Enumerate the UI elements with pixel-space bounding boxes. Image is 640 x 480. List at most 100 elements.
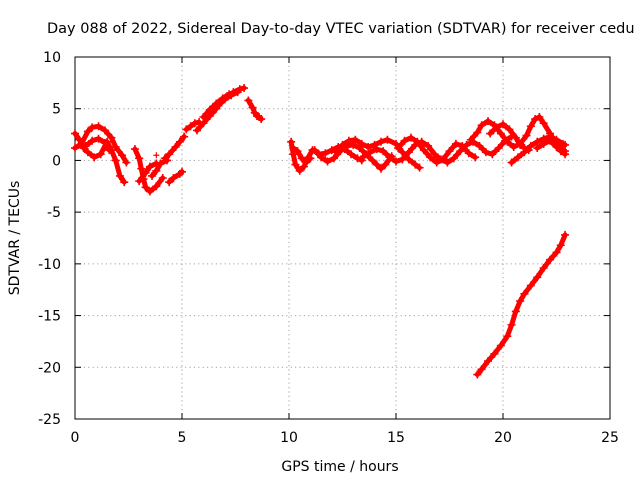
data-point (291, 160, 300, 169)
data-point (458, 141, 467, 150)
series-line (149, 157, 170, 179)
y-tick-label: -15 (38, 309, 61, 325)
series-trace-03 (81, 134, 114, 155)
data-point (561, 140, 570, 149)
data-point (152, 182, 161, 191)
data-point (81, 141, 90, 150)
data-point (186, 122, 195, 131)
plot-frame (74, 56, 611, 420)
data-point (190, 119, 199, 128)
data-point (332, 148, 341, 157)
data-point (552, 142, 561, 151)
data-point (135, 177, 144, 186)
data-point (398, 155, 407, 164)
data-point (122, 158, 131, 167)
data-point (539, 139, 548, 148)
series-trace-09 (182, 118, 204, 134)
data-point (257, 115, 266, 124)
data-point (244, 96, 253, 105)
data-point (411, 160, 420, 169)
data-point (71, 144, 79, 153)
data-point (233, 88, 242, 97)
x-tick-labels: 0 5 10 15 20 25 (71, 430, 619, 446)
data-point (522, 131, 531, 140)
series-trace-23 (507, 132, 570, 167)
series-line (72, 123, 129, 165)
data-point (496, 129, 505, 138)
series-trace-13 (244, 96, 266, 124)
series-layer (71, 84, 570, 379)
data-point (107, 133, 116, 142)
data-point (83, 127, 92, 136)
data-point (368, 156, 377, 165)
data-point (135, 154, 144, 163)
data-point (145, 162, 154, 171)
data-point (520, 289, 529, 298)
data-point (165, 150, 174, 159)
data-point (347, 150, 356, 159)
x-tick-label: 10 (280, 430, 298, 446)
series-trace-15 (289, 144, 315, 167)
data-point (381, 160, 390, 169)
data-point (507, 158, 516, 167)
data-point (473, 370, 482, 379)
data-point (94, 134, 103, 143)
series-trace-20 (394, 133, 480, 167)
data-point (533, 273, 542, 282)
data-point (546, 255, 555, 264)
data-point (424, 141, 433, 150)
data-point (175, 137, 184, 146)
data-point (199, 112, 208, 121)
data-point (392, 157, 400, 166)
data-point (353, 154, 362, 163)
y-tick-label: 10 (43, 50, 61, 66)
data-point (165, 178, 174, 187)
data-point (415, 163, 424, 172)
x-tick-label: 5 (178, 430, 187, 446)
data-point (220, 95, 229, 104)
data-point (94, 122, 103, 131)
data-point (357, 139, 366, 148)
data-point (439, 155, 448, 164)
data-point (141, 183, 150, 192)
data-point (413, 137, 422, 146)
series-trace-05 (135, 159, 161, 186)
data-point (445, 147, 454, 156)
data-point (299, 162, 308, 171)
data-point (180, 132, 189, 141)
data-point (351, 135, 360, 144)
data-point (516, 140, 525, 149)
x-tick-label: 0 (71, 430, 80, 446)
data-point (120, 178, 129, 187)
data-point (503, 137, 512, 146)
data-point (430, 150, 439, 159)
data-point (111, 156, 120, 165)
series-trace-24 (533, 136, 570, 159)
data-point (496, 341, 505, 350)
data-point (88, 136, 97, 145)
data-point (492, 123, 501, 132)
data-point (364, 142, 373, 151)
series-line (136, 161, 159, 184)
data-point (153, 152, 160, 159)
data-point (297, 154, 306, 163)
data-point (372, 145, 381, 154)
data-point (377, 137, 386, 146)
data-point (323, 157, 332, 166)
series-trace-02 (71, 122, 131, 167)
grid (75, 57, 610, 419)
chart-title: Day 088 of 2022, Sidereal Day-to-day VTE… (47, 21, 635, 37)
series-trace-08 (160, 132, 189, 163)
data-point (516, 297, 525, 306)
y-axis-label: SDTVAR / TECUs (7, 181, 23, 296)
data-point (539, 263, 548, 272)
data-point (531, 115, 540, 124)
data-point (535, 112, 544, 121)
data-point (88, 123, 97, 132)
x-tick-label: 25 (601, 430, 619, 446)
data-point (182, 125, 191, 134)
data-point (293, 147, 302, 156)
data-point (561, 150, 570, 159)
data-point (505, 125, 514, 134)
axis-ticks (74, 56, 611, 420)
